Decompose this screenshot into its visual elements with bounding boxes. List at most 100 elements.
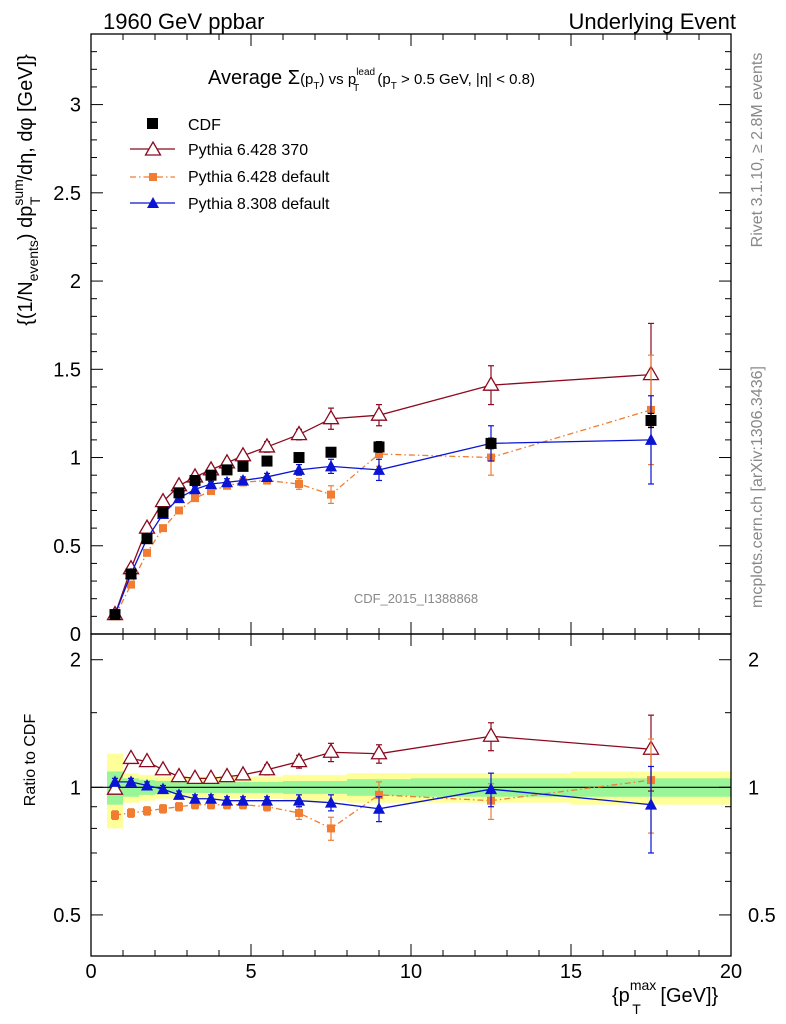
data-point xyxy=(207,800,215,809)
y-tick-label: 2.5 xyxy=(53,183,81,205)
series-line xyxy=(114,409,652,617)
x-tick-label: 15 xyxy=(560,961,582,983)
x-tick-label: 0 xyxy=(85,961,96,983)
ratio-series-layer xyxy=(106,714,660,854)
data-point xyxy=(141,778,153,791)
legend: CDF Pythia 6.428 370 Pythia 6.428 defaul… xyxy=(130,117,330,213)
y-tick-label: 0 xyxy=(70,624,81,646)
data-point xyxy=(170,767,188,783)
ratio-panel: 0.5 0.5 1 1 2 2 Ratio to CDF xyxy=(22,633,776,957)
data-point xyxy=(375,790,383,799)
data-point xyxy=(221,794,233,806)
legend-label-cdf: CDF xyxy=(188,117,221,134)
ratio-ticks xyxy=(90,634,732,956)
data-point xyxy=(290,752,308,768)
y-tick-label: 2 xyxy=(70,271,81,293)
data-point xyxy=(189,792,201,804)
data-point xyxy=(373,463,385,475)
data-point xyxy=(221,464,233,476)
series-3 xyxy=(109,395,657,620)
chart-title: Average Σ(pT) vs plead T (pT > 0.5 GeV, |… xyxy=(208,67,535,94)
data-point xyxy=(375,450,383,458)
data-point xyxy=(143,548,151,557)
data-point xyxy=(191,494,199,503)
data-point xyxy=(482,375,500,391)
ratio-y-tick-labels: 0.5 0.5 1 1 2 2 xyxy=(53,650,776,927)
data-point xyxy=(127,580,135,589)
y-tick-label: 1.5 xyxy=(53,359,81,381)
data-point xyxy=(258,437,276,453)
data-point xyxy=(485,782,497,795)
side-rivet-label: Rivet 3.1.10, ≥ 2.8M events xyxy=(749,53,766,248)
data-point xyxy=(205,792,217,804)
legend-entry-pythia6-default: Pythia 6.428 default xyxy=(130,169,330,186)
series-line xyxy=(114,439,652,615)
data-point xyxy=(186,769,204,784)
data-point xyxy=(138,752,156,768)
data-point xyxy=(207,487,215,496)
x-tick-label: 10 xyxy=(400,961,422,983)
data-point xyxy=(143,806,151,815)
data-point xyxy=(373,441,385,453)
ratio-y-tick-label-right: 0.5 xyxy=(748,905,776,927)
data-point xyxy=(325,796,337,808)
data-point xyxy=(237,473,249,486)
y-axis-label: {(1/Nevents) dpsumT/dη, dφ [GeV]} xyxy=(10,54,43,326)
data-point xyxy=(159,524,167,533)
data-point xyxy=(645,798,657,810)
data-point xyxy=(159,804,167,813)
ratio-data-bands xyxy=(107,753,731,829)
data-point xyxy=(154,492,172,508)
legend-label-pythia8-default: Pythia 8.308 default xyxy=(188,196,330,213)
data-point xyxy=(234,446,252,462)
data-point xyxy=(109,609,121,621)
data-point xyxy=(202,769,220,784)
series-1 xyxy=(106,714,660,795)
x-tick-label: 5 xyxy=(245,961,256,983)
legend-marker-cdf xyxy=(147,118,158,129)
data-point xyxy=(109,775,121,787)
y-tick-label: 0.5 xyxy=(53,536,81,558)
legend-entry-pythia6-370: Pythia 6.428 370 xyxy=(130,140,308,159)
data-point xyxy=(293,452,305,464)
data-point xyxy=(175,506,183,515)
analysis-watermark: CDF_2015_I1388868 xyxy=(354,591,478,606)
ratio-y-tick-label: 2 xyxy=(70,650,81,672)
data-point xyxy=(645,414,657,426)
data-point xyxy=(290,425,308,441)
data-point xyxy=(191,800,199,809)
data-point xyxy=(370,744,388,760)
data-point xyxy=(205,469,217,481)
y-tick-label: 1 xyxy=(70,448,81,470)
data-point xyxy=(234,765,252,781)
data-point xyxy=(122,749,140,765)
main-ticks xyxy=(90,34,732,635)
legend-entry-cdf: CDF xyxy=(147,117,221,134)
main-y-tick-labels: 0 0.5 1 1.5 2 2.5 3 xyxy=(53,95,81,646)
data-point xyxy=(373,802,385,814)
legend-label-pythia6-default: Pythia 6.428 default xyxy=(188,169,330,186)
data-point xyxy=(127,808,135,817)
main-series-layer xyxy=(106,322,660,621)
x-tick-label: 20 xyxy=(720,961,742,983)
y-tick-label: 3 xyxy=(70,95,81,117)
data-point xyxy=(263,802,271,811)
series-0 xyxy=(109,412,657,621)
x-axis-label: {pmax T [GeV]} xyxy=(612,977,719,1017)
data-point xyxy=(325,446,337,458)
data-point xyxy=(261,794,273,806)
data-point xyxy=(111,811,119,820)
legend-marker-pythia6-default xyxy=(149,173,157,181)
ratio-y-tick-label-right: 1 xyxy=(748,777,759,799)
data-point xyxy=(322,409,340,425)
data-point xyxy=(141,533,153,545)
x-tick-labels: 0 5 10 15 20 xyxy=(85,961,742,983)
data-point xyxy=(295,480,303,488)
data-point xyxy=(261,470,273,482)
data-point xyxy=(482,726,500,742)
data-point xyxy=(295,808,303,817)
ratio-y-axis-label: Ratio to CDF xyxy=(22,714,39,807)
data-point xyxy=(327,490,335,499)
main-panel: 0 0.5 1 1.5 2 2.5 3 Average Σ(pT) vs plead T (p… xyxy=(10,33,732,646)
